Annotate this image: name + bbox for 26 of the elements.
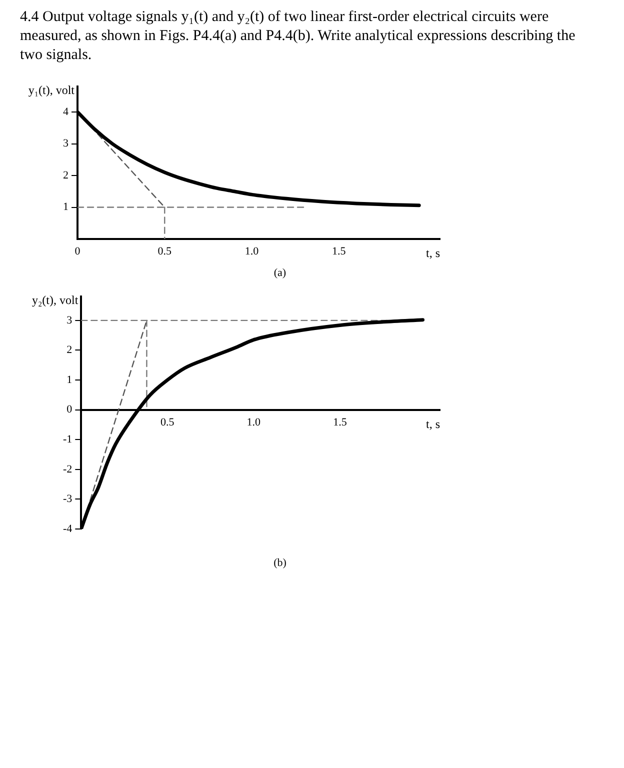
y-tick-label: -4 (62, 522, 73, 535)
y-tick-label: 2 (63, 169, 68, 182)
y-tick-label: -1 (62, 434, 72, 446)
y-axis-title: y₁(t), volt (28, 82, 76, 97)
y-tick-label: 1 (63, 201, 68, 214)
x-tick-label: 1.0 (246, 416, 262, 428)
y-tick-label: 3 (66, 314, 73, 326)
x-tick-label: 0.5 (160, 416, 175, 428)
x-tick-label: 1.5 (332, 245, 346, 258)
x-tick-label: 1.5 (333, 416, 348, 428)
y-tick-label: 1 (66, 374, 72, 386)
chart-title: 4.4 Output voltage signals y₁(t) and y₂(t) of two linear first-order electrical circuits were measured, as shown in Figs. P4.4(a) and P4.4(b). Write analytical expressions describing the two signals. (20, 8, 576, 65)
text: (b) (272, 557, 288, 569)
x-tick-label: 0 (74, 245, 81, 258)
x-tick-label: 1.0 (244, 245, 260, 258)
y-tick-label: -2 (62, 463, 72, 476)
y-tick-label: 4 (63, 106, 69, 118)
x-axis-title: t, s (426, 246, 440, 260)
x-tick-label: 0.5 (158, 245, 172, 258)
y-axis-title: y₂(t), volt (32, 292, 79, 307)
y-tick-label: 0 (66, 404, 73, 416)
y-tick-label: 2 (66, 344, 72, 356)
y-tick-label: 3 (63, 138, 69, 150)
text: (a) (272, 267, 288, 279)
y-tick-label: -3 (62, 493, 73, 506)
x-axis-title: t, s (426, 416, 440, 431)
